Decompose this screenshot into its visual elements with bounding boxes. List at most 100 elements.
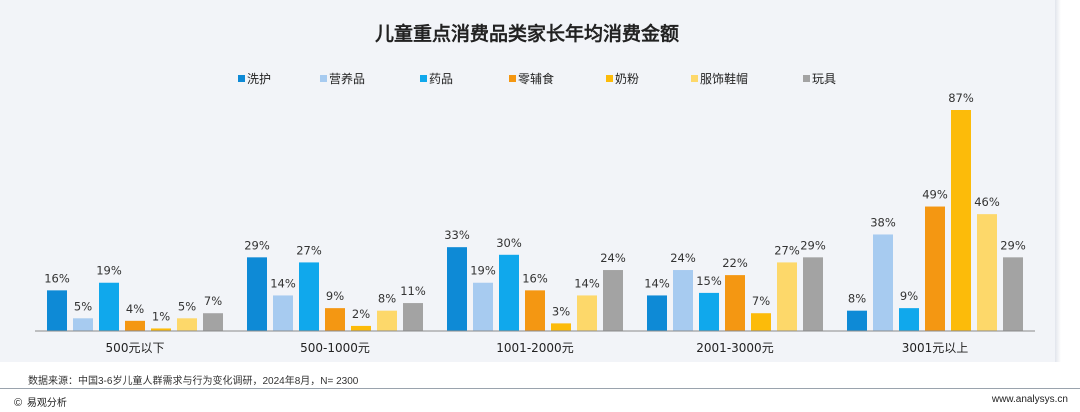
bar-5-2 [577,295,597,331]
data-label-4-3: 7% [752,294,770,308]
bar-3-3 [725,275,745,331]
bar-5-0 [177,318,197,331]
data-label-1-1: 14% [270,276,296,290]
bar-1-0 [73,318,93,331]
brand-name: 易观分析 [26,398,67,409]
x-tick-label-1: 500-1000元 [300,341,370,355]
bar-5-3 [777,262,797,331]
legend-swatch-3 [509,75,516,82]
bar-0-2 [447,247,467,331]
legend-swatch-0 [238,75,245,82]
x-tick-label-0: 500元以下 [106,341,165,355]
legend-label-0: 洗护 [247,72,271,86]
website-url[interactable]: www.analysys.cn [991,394,1068,405]
copyright-mark: © [14,397,23,409]
bar-4-1 [351,325,371,331]
data-label-3-4: 49% [922,188,948,202]
bar-chart: 儿童重点消费品类家长年均消费金额 洗护 营养品 药品 零辅食 奶粉 服饰鞋帽 玩具 16% 5… [35,22,1035,355]
data-label-2-1: 27% [296,243,322,257]
bar-0-4 [847,310,867,331]
data-label-6-3: 29% [800,238,826,252]
legend-swatch-4 [606,75,613,82]
data-label-2-4: 9% [900,289,918,303]
legend-label-3: 零辅食 [518,71,554,86]
bar-4-3 [751,313,771,331]
brand: © 易观分析 [14,394,67,409]
data-label-4-0: 1% [152,309,170,323]
panel-shadow [1055,0,1061,362]
legend-swatch-1 [320,75,327,82]
data-label-3-2: 16% [522,271,548,285]
bar-2-0 [99,282,119,331]
legend-label-2: 药品 [429,72,453,86]
data-label-4-2: 3% [552,304,570,318]
legend-swatch-5 [691,75,698,82]
data-label-4-1: 2% [352,307,370,321]
x-tick-label-3: 2001-3000元 [696,341,773,355]
data-label-0-0: 16% [44,271,70,285]
data-label-0-2: 33% [444,228,470,242]
bar-4-4 [951,110,971,331]
source-note: 数据来源：中国3-6岁儿童人群需求与行为变化调研，2024年8月，N= 2300 [28,376,359,387]
legend-label-6: 玩具 [812,72,836,86]
x-tick-label-2: 1001-2000元 [496,341,573,355]
bar-3-2 [525,290,545,331]
bar-5-4 [977,214,997,331]
bar-3-1 [325,308,345,331]
bar-2-2 [499,254,519,331]
data-label-1-2: 19% [470,264,496,278]
bar-6-1 [403,303,423,331]
data-label-6-4: 29% [1000,238,1026,252]
bar-0-3 [647,295,667,331]
footer-divider [0,388,1080,389]
data-label-5-0: 5% [178,299,196,313]
bar-0-1 [247,257,267,331]
chart-title: 儿童重点消费品类家长年均消费金额 [374,22,679,45]
bar-1-3 [673,270,693,331]
data-label-4-4: 87% [948,91,974,105]
data-label-5-4: 46% [974,195,1000,209]
x-tick-labels: 500元以下 500-1000元 1001-2000元 2001-3000元 3001元… [106,341,969,355]
bar-6-3 [803,257,823,331]
data-label-6-1: 11% [400,284,426,298]
bar-1-4 [873,234,893,331]
data-label-5-2: 14% [574,276,600,290]
legend-swatch-6 [803,75,810,82]
bars-layer: 16% 5% 19% 4% 1% 5% 7% 29% 14% 27% 9% 2% 8% 11% 33% 19%… [44,91,1026,331]
bar-6-2 [603,270,623,331]
bar-6-0 [203,313,223,331]
data-label-1-0: 5% [74,299,92,313]
bar-4-0 [151,328,171,331]
data-label-0-1: 29% [244,238,270,252]
bar-5-1 [377,310,397,331]
legend-label-4: 奶粉 [615,72,639,86]
data-label-6-2: 24% [600,251,626,265]
bar-2-4 [899,308,919,331]
data-label-3-1: 9% [326,289,344,303]
legend-swatch-2 [420,75,427,82]
data-label-1-4: 38% [870,215,896,229]
bar-3-4 [925,206,945,331]
bar-2-1 [299,262,319,331]
bar-6-4 [1003,257,1023,331]
data-label-0-3: 14% [644,276,670,290]
bar-2-3 [699,292,719,331]
legend-label-1: 营养品 [329,71,365,86]
x-tick-label-4: 3001元以上 [902,341,969,355]
data-label-2-0: 19% [96,264,122,278]
data-label-2-2: 30% [496,236,522,250]
legend-label-5: 服饰鞋帽 [700,71,748,86]
bar-3-0 [125,320,145,331]
data-label-6-0: 7% [204,294,222,308]
bar-4-2 [551,323,571,331]
data-label-3-0: 4% [126,302,144,316]
bar-1-2 [473,282,493,331]
legend: 洗护 营养品 药品 零辅食 奶粉 服饰鞋帽 玩具 [238,71,836,86]
bar-0-0 [47,290,67,331]
data-label-5-3: 27% [774,243,800,257]
data-label-5-1: 8% [378,292,396,306]
data-label-1-3: 24% [670,251,696,265]
data-label-2-3: 15% [696,274,722,288]
data-label-3-3: 22% [722,256,748,270]
bar-1-1 [273,295,293,331]
